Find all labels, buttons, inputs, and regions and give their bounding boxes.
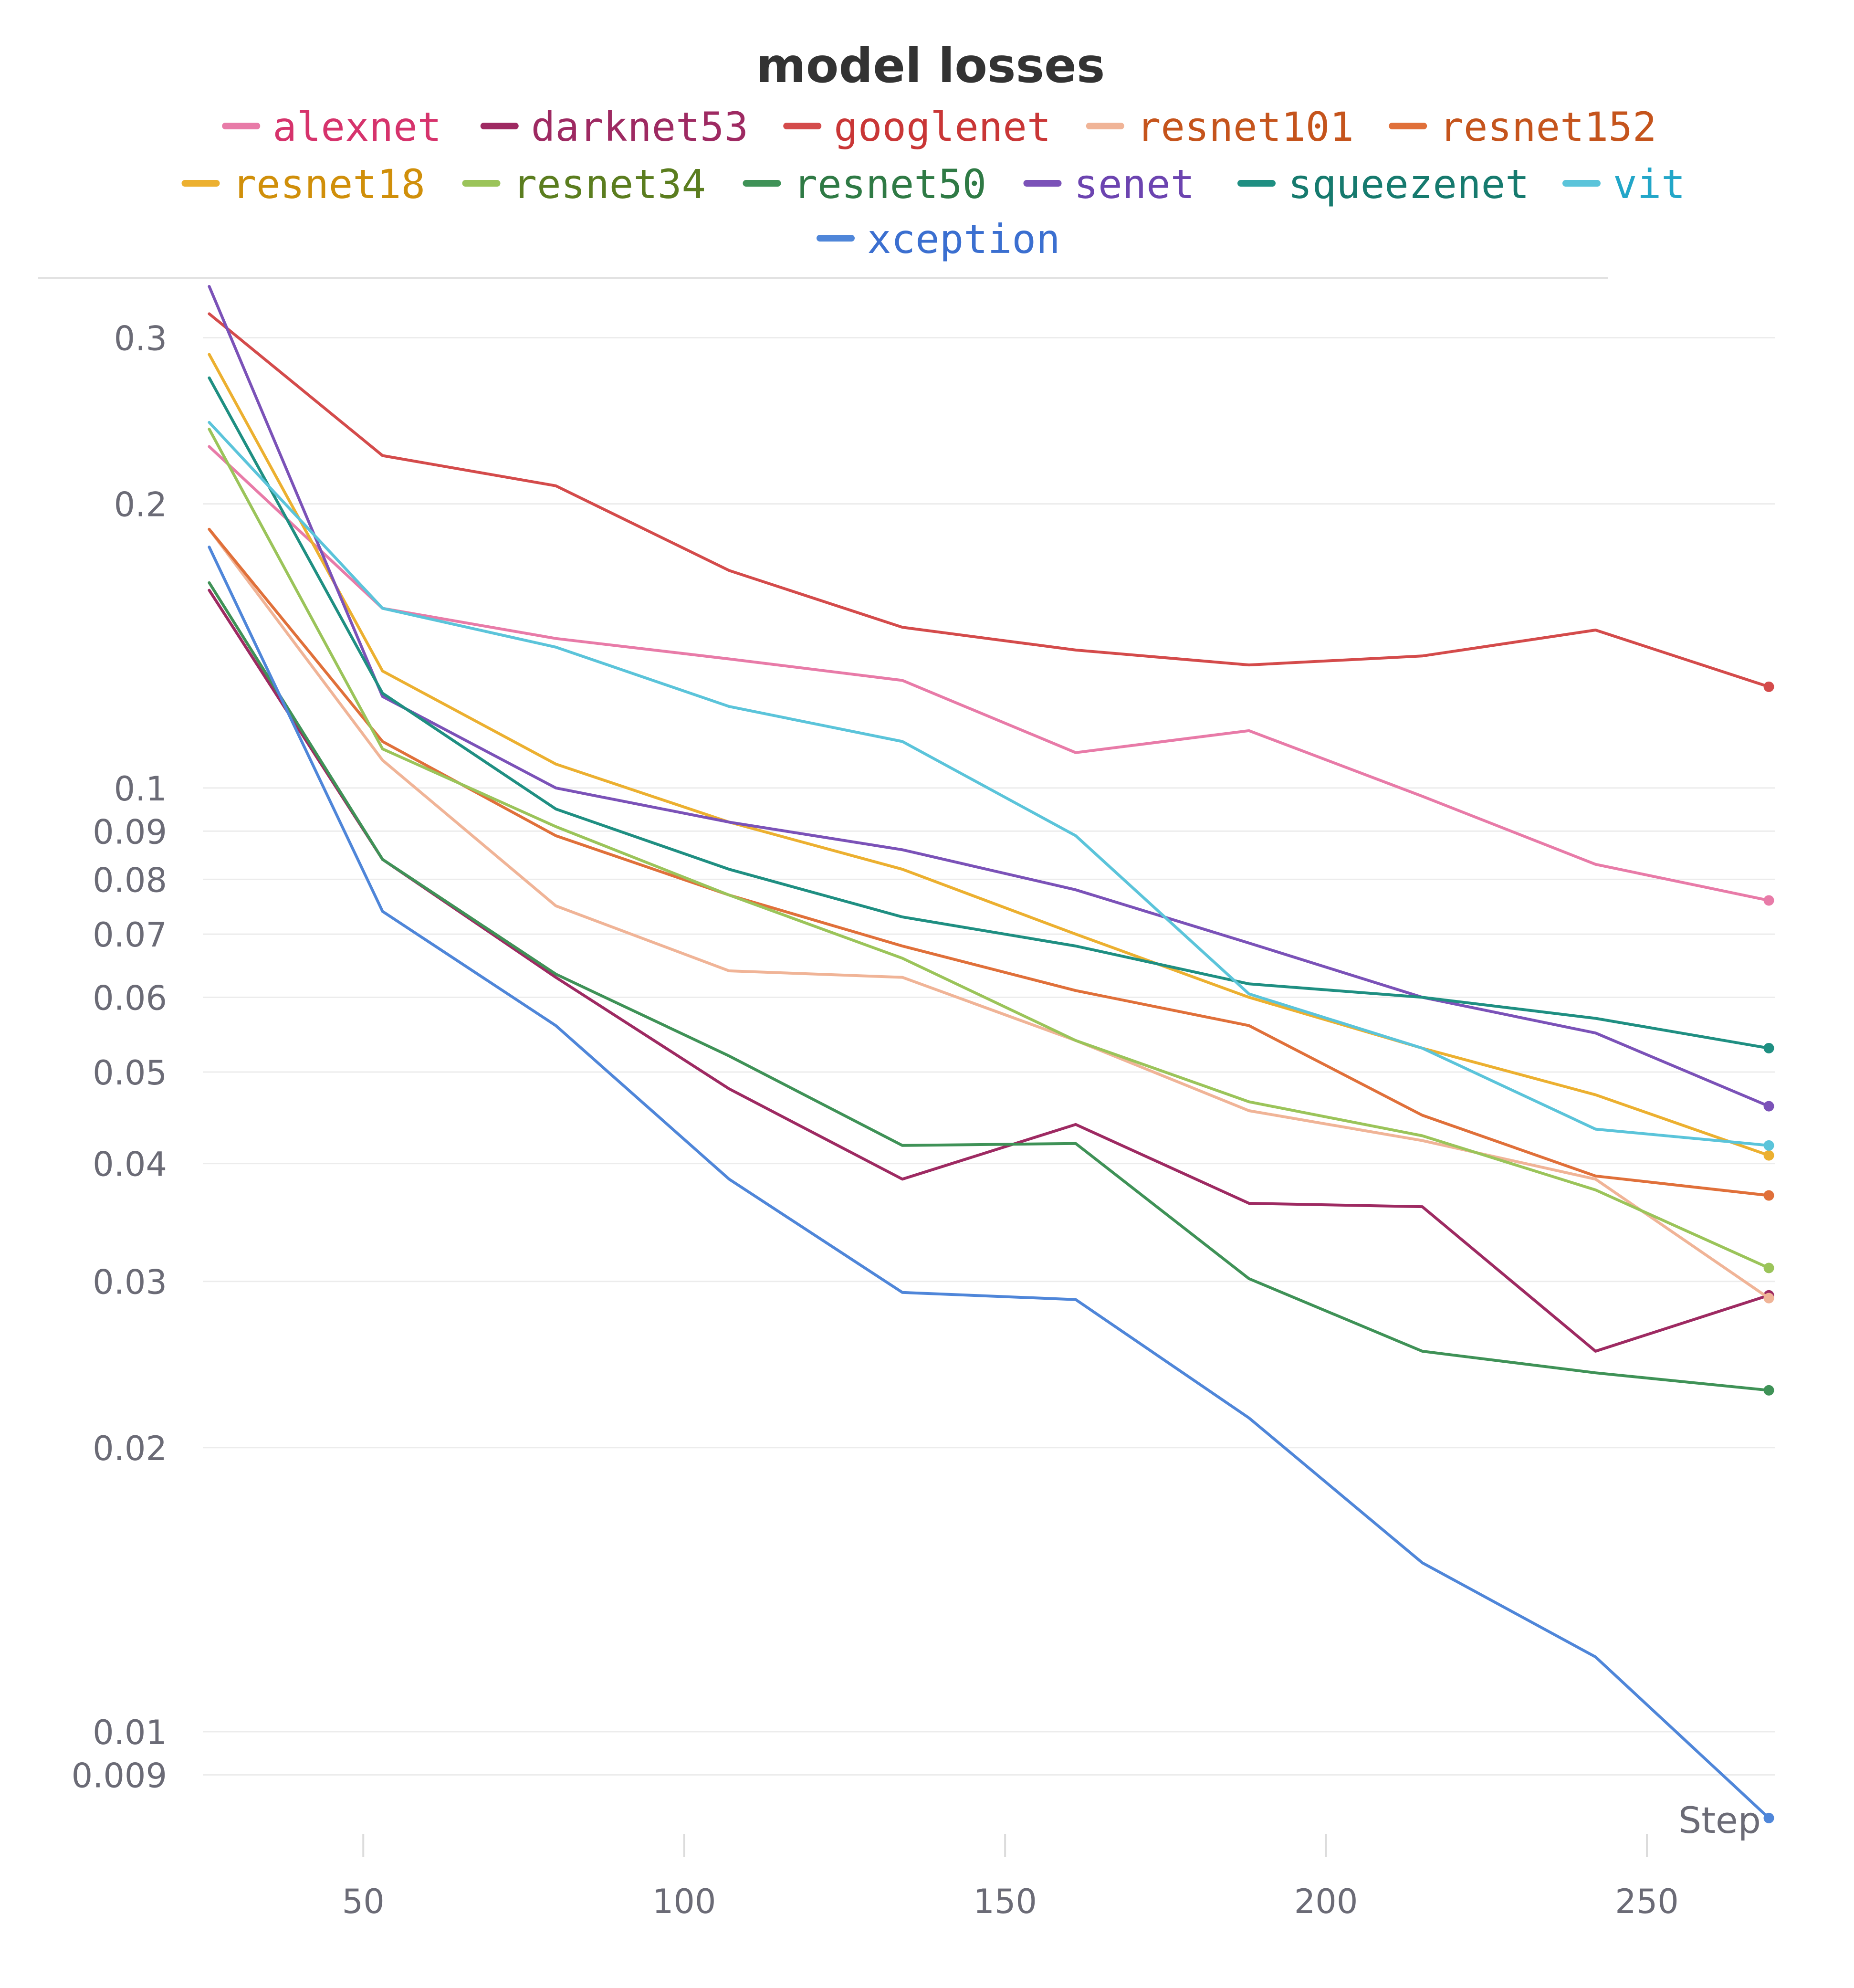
y-tick-label: 0.09 [93, 812, 167, 852]
x-tick-label: 100 [652, 1882, 716, 1921]
legend-swatch [1086, 123, 1124, 129]
legend-item-senet[interactable]: senet [1023, 161, 1195, 208]
legend-label: resnet152 [1439, 104, 1656, 150]
series-line-vit [208, 421, 1770, 1147]
legend-item-resnet152[interactable]: resnet152 [1389, 104, 1656, 150]
legend-item-alexnet[interactable]: alexnet [222, 104, 441, 150]
chart-title: model losses [756, 38, 1105, 94]
series-group [208, 285, 1774, 1823]
legend-label: vit [1613, 161, 1686, 208]
series-line-resnet152 [208, 527, 1770, 1197]
legend-item-resnet50[interactable]: resnet50 [743, 161, 987, 208]
series-endpoint-resnet50 [1763, 1385, 1774, 1396]
legend-swatch [181, 180, 220, 187]
legend-item-darknet53[interactable]: darknet53 [480, 104, 748, 150]
series-endpoint-googlenet [1763, 681, 1774, 692]
series-endpoint-squeezenet [1763, 1042, 1774, 1053]
series-endpoint-resnet152 [1763, 1190, 1774, 1201]
y-tick-label: 0.3 [114, 319, 167, 358]
series-endpoint-senet [1763, 1101, 1774, 1112]
y-tick-label: 0.05 [93, 1053, 167, 1093]
legend-swatch [783, 123, 822, 129]
legend-label: resnet34 [513, 161, 706, 208]
legend-item-resnet18[interactable]: resnet18 [181, 161, 426, 208]
y-tick-label: 0.009 [72, 1756, 167, 1795]
series-line-xception [208, 546, 1770, 1820]
legend-swatch [462, 180, 501, 187]
y-axis: 0.3 0.2 0.10.09 0.08 0.07 0.06 0.05 0.04 0.03 0.0… [72, 319, 167, 1795]
y-tick-label: 0.2 [114, 485, 167, 525]
legend-label: googlenet [834, 104, 1051, 150]
series-line-resnet50 [208, 581, 1770, 1392]
legend-swatch [1389, 123, 1427, 129]
legend-item-resnet101[interactable]: resnet101 [1086, 104, 1354, 150]
series-line-alexnet [208, 445, 1770, 902]
y-tick-label: 0.04 [93, 1145, 167, 1184]
legend: alexnet darknet53 googlenet resnet101 resnet… [181, 104, 1686, 263]
x-axis-label: Step [1678, 1799, 1761, 1841]
legend-label: squeezenet [1288, 161, 1529, 208]
series-line-resnet101 [208, 527, 1770, 1300]
y-tick-label: 0.06 [93, 978, 167, 1018]
series-endpoint-resnet34 [1763, 1262, 1774, 1273]
x-axis: 50 100 150 200 250 [342, 1834, 1679, 1921]
legend-swatch [817, 235, 855, 242]
series-line-resnet34 [208, 428, 1770, 1270]
legend-label: resnet101 [1137, 104, 1354, 150]
legend-swatch [222, 123, 261, 129]
legend-swatch [1562, 180, 1601, 187]
legend-item-resnet34[interactable]: resnet34 [462, 161, 706, 208]
legend-item-xception[interactable]: xception [817, 216, 1060, 263]
legend-label: xception [867, 216, 1060, 263]
legend-swatch [480, 123, 519, 129]
legend-label: resnet18 [232, 161, 426, 208]
legend-label: resnet50 [794, 161, 987, 208]
series-endpoint-resnet101 [1763, 1293, 1774, 1304]
legend-item-googlenet[interactable]: googlenet [783, 104, 1051, 150]
legend-swatch [1237, 180, 1276, 187]
legend-swatch [1023, 180, 1062, 187]
y-tick-label: 0.03 [93, 1263, 167, 1302]
series-line-googlenet [208, 312, 1770, 688]
y-tick-label: 0.08 [93, 861, 167, 900]
x-tick-label: 150 [973, 1882, 1037, 1921]
series-line-senet [208, 285, 1770, 1108]
legend-label: darknet53 [531, 104, 748, 150]
series-endpoint-vit [1763, 1140, 1774, 1151]
legend-label: senet [1074, 161, 1195, 208]
y-tick-label: 0.1 [114, 769, 167, 809]
x-tick-label: 50 [342, 1882, 385, 1921]
series-endpoint-xception [1763, 1812, 1774, 1823]
series-endpoint-resnet18 [1763, 1150, 1774, 1161]
series-line-resnet18 [208, 353, 1770, 1157]
series-endpoint-alexnet [1763, 895, 1774, 906]
grid [203, 337, 1775, 1776]
series-line-squeezenet [208, 376, 1770, 1050]
y-tick-label: 0.01 [93, 1713, 167, 1752]
x-tick-label: 250 [1615, 1882, 1679, 1921]
x-tick-label: 200 [1294, 1882, 1358, 1921]
y-tick-label: 0.02 [93, 1429, 167, 1468]
legend-label: alexnet [272, 104, 441, 150]
y-tick-label: 0.07 [93, 915, 167, 955]
legend-swatch [743, 180, 781, 187]
legend-item-squeezenet[interactable]: squeezenet [1237, 161, 1529, 208]
legend-item-vit[interactable]: vit [1562, 161, 1686, 208]
